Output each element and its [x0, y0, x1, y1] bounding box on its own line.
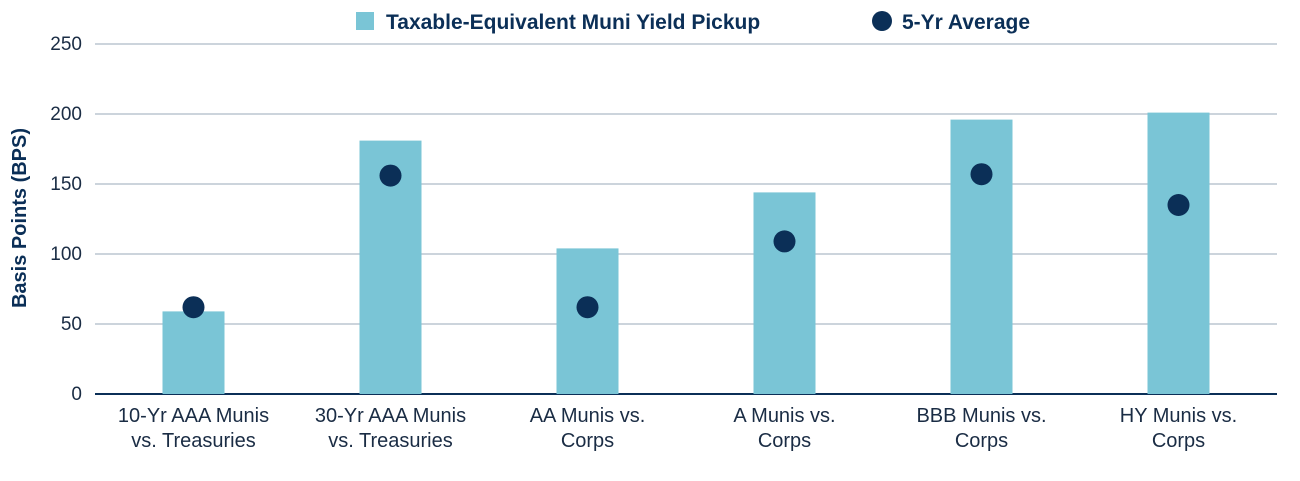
average-dot: [1167, 194, 1190, 216]
average-dot: [576, 296, 599, 319]
y-tick-label: 200: [50, 104, 82, 125]
dots: [182, 163, 1190, 319]
bar: [162, 311, 225, 394]
average-dot: [379, 164, 402, 187]
legend: Taxable-Equivalent Muni Yield Pickup 5-Y…: [356, 11, 1030, 34]
x-tick-label: 10-Yr AAA Munis vs. Treasuries: [118, 405, 269, 452]
bar: [1147, 112, 1210, 394]
grid: 0 50 100 150 200 250: [50, 34, 1277, 405]
y-tick-label: 100: [50, 244, 82, 265]
x-tick-label: AA Munis vs. Corps: [530, 405, 646, 452]
y-tick-label: 150: [50, 174, 82, 195]
legend-swatch-bar: [356, 12, 374, 30]
x-axis-labels: 10-Yr AAA Munis vs. Treasuries 30-Yr AAA M…: [118, 405, 1237, 452]
bar: [950, 119, 1013, 394]
x-tick-label: A Munis vs. Corps: [733, 405, 835, 452]
legend-label-dot: 5-Yr Average: [902, 11, 1030, 34]
bars: [162, 112, 1210, 394]
legend-swatch-dot: [872, 11, 892, 31]
y-tick-label: 0: [71, 384, 82, 405]
y-tick-label: 50: [61, 314, 82, 335]
x-tick-label: 30-Yr AAA Munis vs. Treasuries: [315, 405, 466, 452]
bar: [753, 192, 816, 394]
legend-label-bar: Taxable-Equivalent Muni Yield Pickup: [386, 11, 760, 34]
x-tick-label: HY Munis vs. Corps: [1120, 405, 1237, 452]
y-tick-label: 250: [50, 34, 82, 55]
average-dot: [182, 296, 205, 319]
average-dot: [773, 230, 796, 253]
x-tick-label: BBB Munis vs. Corps: [916, 405, 1046, 452]
average-dot: [970, 163, 993, 186]
bar: [556, 248, 619, 394]
y-axis-title: Basis Points (BPS): [9, 128, 31, 308]
